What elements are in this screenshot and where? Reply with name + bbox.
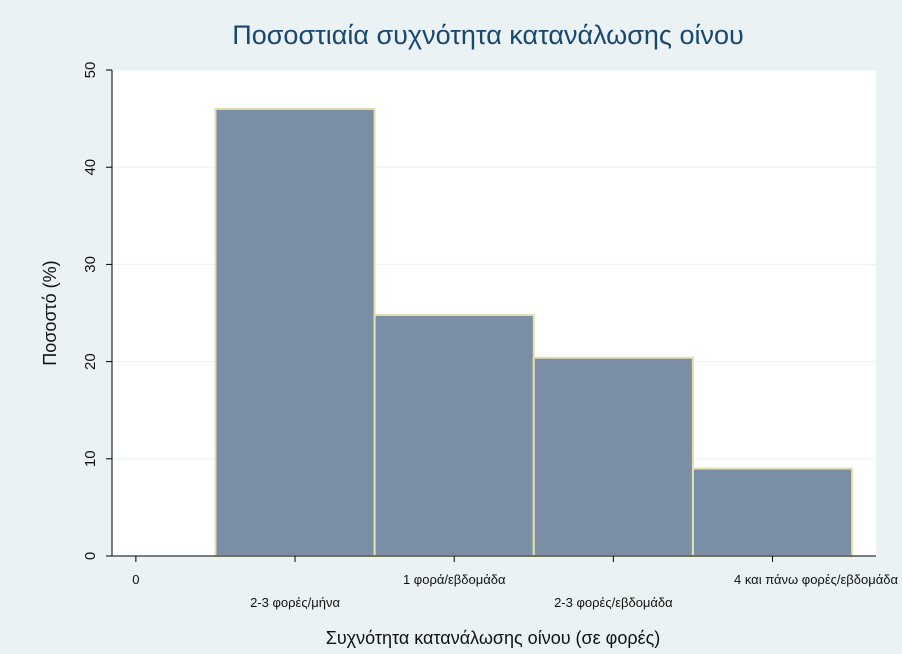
y-tick-label: 20 [82, 353, 99, 370]
y-tick-label: 10 [82, 450, 99, 467]
y-tick-label: 30 [82, 256, 99, 273]
chart-title: Ποσοστιαία συχνότητα κατανάλωσης οίνου [232, 20, 744, 50]
bar [691, 467, 854, 557]
y-tick-label: 50 [82, 62, 99, 79]
bar [373, 313, 535, 557]
axes [111, 70, 876, 557]
x-tick-label: 1 φορά/εβδομάδα [403, 572, 506, 587]
bar [532, 356, 694, 557]
x-ticks: 0 2-3 φορές/μήνα 1 φορά/εβδομάδα 2-3 φορές/… [132, 556, 898, 610]
x-tick-label: 4 και πάνω φορές/εβδομάδα [734, 572, 898, 587]
x-tick-label: 2-3 φορές/μήνα [250, 595, 340, 610]
bar [214, 107, 376, 557]
x-tick-label: 0 [132, 572, 139, 587]
y-ticks: 0 10 20 30 40 50 [82, 62, 112, 560]
x-axis-title: Συχνότητα κατανάλωσης οίνου (σε φορές) [326, 628, 661, 648]
y-axis-title: Ποσοστό (%) [40, 260, 60, 365]
x-tick-label: 2-3 φορές/εβδομάδα [554, 595, 673, 610]
y-tick-label: 0 [82, 552, 99, 560]
y-tick-label: 40 [82, 159, 99, 176]
bars [214, 107, 854, 557]
